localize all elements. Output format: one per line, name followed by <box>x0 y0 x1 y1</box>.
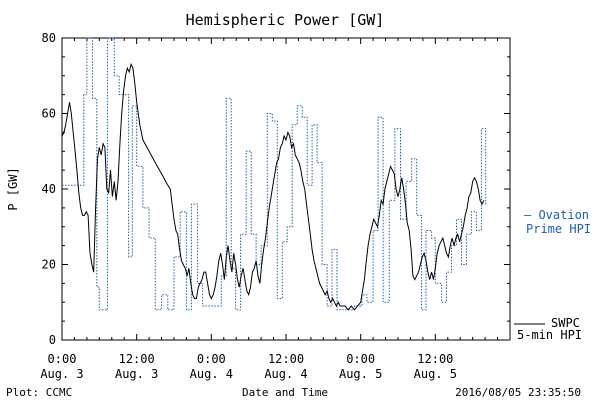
y-tick-label: 80 <box>42 31 56 45</box>
plot-frame <box>61 37 511 341</box>
legend-ovation-line2: Prime HPI <box>526 222 591 236</box>
footer: Plot: CCMC Date and Time 2016/08/05 23:3… <box>6 386 581 399</box>
y-tick-label: 0 <box>49 333 56 347</box>
x-tick-time-label: 12:00 <box>119 352 155 366</box>
chart-title: Hemispheric Power [GW] <box>186 11 385 29</box>
x-tick-date-label: Aug. 4 <box>264 367 307 381</box>
y-tick-label: 20 <box>42 258 56 272</box>
x-tick-date-label: Aug. 4 <box>190 367 233 381</box>
y-axis-ticks: 0 20 40 60 80 <box>42 31 510 347</box>
y-tick-label: 60 <box>42 107 56 121</box>
series-ovation-prime-hpi <box>62 37 487 311</box>
x-tick-time-label: 12:00 <box>417 352 453 366</box>
legend-swpc-line2: 5-min HPI <box>517 328 582 342</box>
legend-ovation-line1: — Ovation <box>524 208 589 222</box>
y-axis-label: P [GW] <box>6 167 20 210</box>
legend: — Ovation Prime HPI SWPC 5-min HPI <box>514 208 591 342</box>
series-layer <box>61 37 487 311</box>
x-tick-time-label: 0:00 <box>346 352 375 366</box>
x-tick-time-label: 0:00 <box>48 352 77 366</box>
x-tick-time-label: 12:00 <box>268 352 304 366</box>
x-tick-date-label: Aug. 5 <box>414 367 457 381</box>
legend-swpc-line1: SWPC <box>551 316 580 330</box>
x-tick-time-label: 0:00 <box>197 352 226 366</box>
x-axis-label: Date and Time <box>242 386 328 399</box>
x-tick-date-label: Aug. 3 <box>40 367 83 381</box>
x-tick-date-label: Aug. 3 <box>115 367 158 381</box>
y-tick-label: 40 <box>42 182 56 196</box>
footer-plot-credit: Plot: CCMC <box>6 386 72 399</box>
series-swpc-5min-hpi <box>61 62 485 311</box>
footer-timestamp: 2016/08/05 23:35:50 <box>455 386 581 399</box>
x-tick-date-label: Aug. 5 <box>339 367 382 381</box>
